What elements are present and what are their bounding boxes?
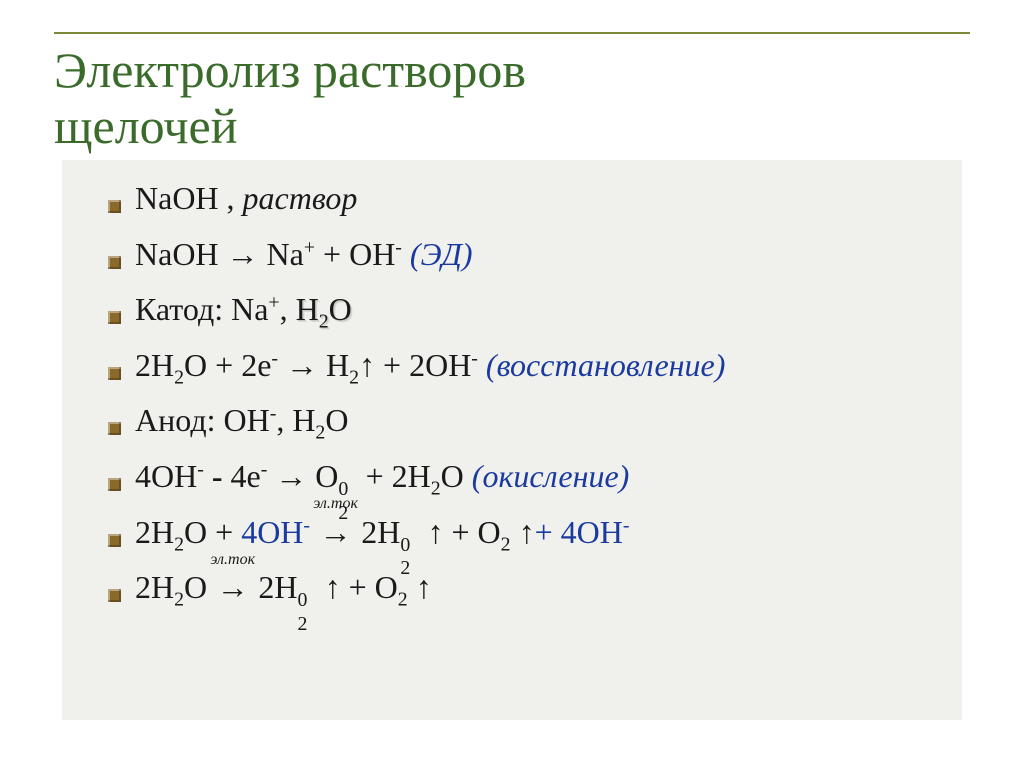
sup: - xyxy=(623,514,630,536)
text: O xyxy=(184,569,215,605)
bullet-icon xyxy=(108,478,121,491)
text: 2H xyxy=(135,514,174,550)
sup: 0 xyxy=(297,585,307,616)
line-3: Катод: Na+, H2O xyxy=(135,285,352,335)
text: 4e xyxy=(230,458,260,494)
sub: 2 xyxy=(315,422,325,444)
spacer xyxy=(310,514,318,550)
text: → H xyxy=(278,347,349,383)
text: + 2H xyxy=(358,458,431,494)
text: , H xyxy=(276,402,315,438)
bullet-icon xyxy=(108,422,121,435)
bullet-icon xyxy=(108,367,121,380)
line-4: 2H2O + 2e- → H2↑ + 2OH- (восстановление) xyxy=(135,341,725,391)
arrow-label: эл.ток xyxy=(313,492,358,517)
sub: 2 xyxy=(398,589,408,611)
arrow-icon: → xyxy=(320,514,352,550)
sup: + xyxy=(304,236,315,258)
text: O xyxy=(329,291,352,327)
bullet-icon xyxy=(108,200,121,213)
text: Катод: Na xyxy=(135,291,268,327)
text: O + 2e xyxy=(184,347,271,383)
text: O xyxy=(325,402,348,438)
bullet-icon xyxy=(108,534,121,547)
title-rule xyxy=(54,32,970,34)
arrow-icon: → xyxy=(217,569,249,605)
text: NaOH , xyxy=(135,180,243,216)
spacer xyxy=(402,236,410,272)
list-item: Анод: OH-, H2O xyxy=(108,396,944,446)
sup: - xyxy=(471,347,478,369)
text: 2H xyxy=(135,347,174,383)
text: Анод: OH xyxy=(135,402,270,438)
text-blue: 4OH xyxy=(241,514,303,550)
sub: 2 xyxy=(349,366,359,388)
title-line-1: Электролиз растворов xyxy=(54,42,526,98)
sub: 2 xyxy=(174,533,184,555)
bullet-icon xyxy=(108,256,121,269)
arrow-with-label: эл.ток→ xyxy=(215,563,250,613)
slide-title: Электролиз растворов щелочей xyxy=(54,42,526,154)
text: ↑ + O xyxy=(317,569,398,605)
text: NaOH → Na xyxy=(135,236,304,272)
text-italic: раствор xyxy=(243,180,358,216)
text: ↑ xyxy=(408,569,432,605)
arrow-with-label: эл.ток→ xyxy=(318,508,353,558)
annotation: (восстановление) xyxy=(486,347,725,383)
text: + OH xyxy=(315,236,395,272)
text-bold: - xyxy=(212,458,231,494)
text: O xyxy=(441,458,472,494)
sub: 2 xyxy=(174,589,184,611)
spacer xyxy=(204,458,212,494)
spacer xyxy=(478,347,486,383)
sup: + xyxy=(268,292,279,314)
annotation: (окисление) xyxy=(472,458,630,494)
text: 2H xyxy=(353,514,400,550)
sub: 2 xyxy=(174,366,184,388)
annotation: (ЭД) xyxy=(410,236,473,272)
text: O + xyxy=(184,514,241,550)
bullet-icon xyxy=(108,589,121,602)
text: , xyxy=(280,291,296,327)
line-1: NaOH , раствор xyxy=(135,174,357,224)
line-7: 2H2O + 4OH- эл.ток→ 2H20 ↑ + O2 ↑+ 4OH- xyxy=(135,508,629,558)
sub: 2 xyxy=(431,477,441,499)
list-item: 2H2O эл.ток→ 2H20 ↑ + O2 ↑ xyxy=(108,563,944,613)
line-2: NaOH → Na+ + OH- (ЭД) xyxy=(135,230,473,280)
sup: 0 xyxy=(400,530,410,561)
text: ↑ + O xyxy=(420,514,501,550)
text: 2H xyxy=(250,569,297,605)
body-panel: NaOH , раствор NaOH → Na+ + OH- (ЭД) Кат… xyxy=(62,160,962,720)
sub: 2 xyxy=(319,311,329,333)
sup: - xyxy=(197,458,204,480)
text: ↑ + 2OH xyxy=(359,347,471,383)
text: ↑ xyxy=(511,514,535,550)
bullet-icon xyxy=(108,311,121,324)
line-8: 2H2O эл.ток→ 2H20 ↑ + O2 ↑ xyxy=(135,563,432,613)
list-item: Катод: Na+, H2O xyxy=(108,285,944,335)
line-5: Анод: OH-, H2O xyxy=(135,396,348,446)
line-6: 4OH- - 4e- → O20 + 2H2O (окисление) xyxy=(135,452,629,502)
slide: Электролиз растворов щелочей NaOH , раст… xyxy=(0,0,1024,768)
sup: - xyxy=(395,236,402,258)
list-item: 2H2O + 2e- → H2↑ + 2OH- (восстановление) xyxy=(108,341,944,391)
text: H xyxy=(296,291,319,327)
list-item: NaOH , раствор xyxy=(108,174,944,224)
text-blue: + 4OH xyxy=(535,514,623,550)
title-line-2: щелочей xyxy=(54,98,237,154)
sub: 2 xyxy=(501,533,511,555)
list-item: 4OH- - 4e- → O20 + 2H2O (окисление) xyxy=(108,452,944,502)
text: 2H xyxy=(135,569,174,605)
arrow-label: эл.ток xyxy=(210,548,255,573)
sup: - xyxy=(271,347,278,369)
text: 4OH xyxy=(135,458,197,494)
list-item: NaOH → Na+ + OH- (ЭД) xyxy=(108,230,944,280)
text: → O xyxy=(267,458,338,494)
